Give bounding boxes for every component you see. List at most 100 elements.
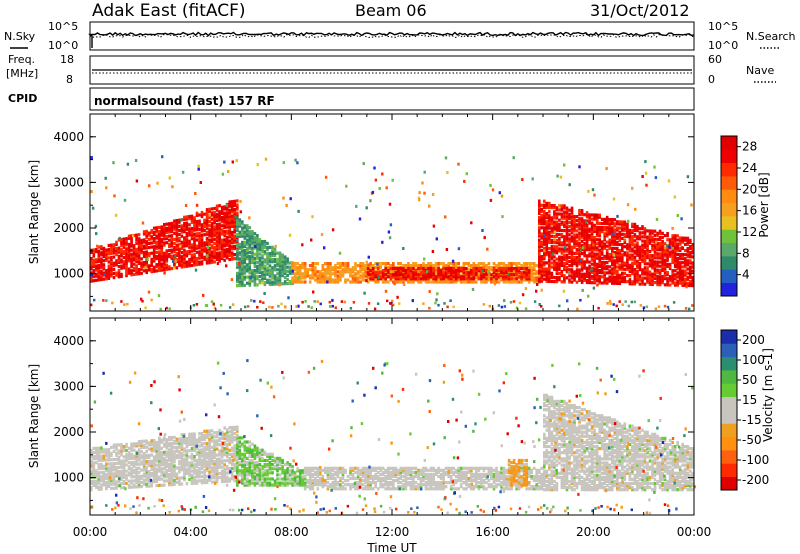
- echo-cell: [548, 234, 551, 238]
- echo-cell: [422, 264, 425, 268]
- echo-cell: [110, 243, 113, 247]
- echo-cell: [100, 275, 103, 280]
- echo-cell: [540, 213, 544, 218]
- echo-cell: [613, 275, 617, 279]
- echo-cell: [538, 259, 541, 263]
- echo-cell: [218, 230, 221, 234]
- echo-cell: [331, 268, 335, 272]
- echo-cell: [152, 467, 156, 471]
- echo-cell: [605, 220, 609, 224]
- echo-cell: [147, 245, 151, 250]
- echo-cell: [567, 270, 570, 274]
- echo-cell: [127, 457, 131, 461]
- echo-cell: [672, 301, 676, 304]
- echo-cell: [538, 228, 541, 232]
- echo-cell: [432, 277, 435, 281]
- echo-cell: [266, 252, 269, 256]
- echo-cell: [120, 445, 123, 449]
- echo-cell: [142, 439, 146, 443]
- echo-cell: [681, 261, 684, 265]
- echo-cell: [288, 281, 292, 286]
- echo-cell: [636, 247, 639, 251]
- echo-cell: [563, 278, 566, 282]
- echo-cell: [271, 258, 274, 262]
- echo-cell: [354, 272, 357, 276]
- echo-cell: [527, 275, 531, 279]
- echo-cell: [653, 252, 657, 256]
- echo-cell: [570, 218, 574, 223]
- echo-cell: [626, 273, 629, 278]
- echo-cell: [241, 263, 244, 267]
- echo-cell: [142, 466, 146, 470]
- echo-cell: [341, 272, 345, 276]
- echo-cell: [600, 228, 604, 232]
- echo-cell: [150, 257, 153, 261]
- echo-cell: [251, 248, 254, 252]
- echo-cell: [568, 245, 571, 249]
- echo-cell: [658, 283, 662, 287]
- echo-cell: [178, 237, 181, 241]
- echo-cell: [213, 229, 216, 233]
- echo-cell: [535, 289, 538, 293]
- echo-cell: [301, 300, 304, 304]
- echo-cell: [583, 272, 586, 276]
- echo-cell: [623, 222, 627, 226]
- echo-cell: [363, 291, 366, 295]
- echo-cell: [165, 440, 169, 444]
- echo-cell: [126, 162, 130, 166]
- echo-cell: [585, 227, 589, 231]
- echo-cell: [676, 273, 679, 277]
- echo-cell: [616, 259, 619, 263]
- echo-cell: [344, 278, 347, 282]
- echo-cell: [631, 222, 634, 226]
- echo-cell: [683, 238, 687, 242]
- echo-cell: [180, 461, 184, 466]
- echo-cell: [517, 267, 521, 271]
- echo-cell: [658, 260, 662, 264]
- echo-cell: [253, 256, 257, 260]
- cpid-mode: normalsound (fast) 157 RF: [94, 94, 275, 108]
- echo-cell: [683, 279, 687, 283]
- echo-cell: [160, 264, 164, 268]
- nsky-trace: [88, 31, 695, 48]
- echo-cell: [281, 282, 284, 286]
- echo-cell: [686, 175, 690, 179]
- echo-cell: [147, 241, 151, 245]
- echo-cell: [497, 275, 501, 279]
- echo-cell: [580, 235, 584, 239]
- echo-cell: [553, 263, 556, 267]
- echo-cell: [220, 220, 224, 224]
- echo-cell: [163, 227, 166, 231]
- echo-cell: [135, 237, 138, 241]
- echo-cell: [593, 252, 596, 256]
- echo-cell: [676, 248, 679, 252]
- echo-cell: [575, 272, 579, 276]
- echo-cell: [225, 221, 229, 225]
- echo-cell: [452, 280, 455, 284]
- echo-cell: [538, 274, 541, 278]
- echo-cell: [613, 232, 617, 236]
- echo-cell: [439, 273, 443, 277]
- echo-cell: [590, 227, 594, 231]
- echo-cell: [485, 264, 488, 268]
- echo-cell: [444, 278, 448, 282]
- echo-cell: [228, 243, 231, 247]
- echo-cell: [324, 270, 327, 274]
- echo-cell: [173, 241, 176, 246]
- echo-cell: [115, 480, 118, 484]
- echo-cell: [273, 278, 277, 282]
- echo-cell: [651, 280, 654, 284]
- echo-cell: [538, 218, 541, 222]
- echo-cell: [178, 449, 181, 453]
- echo-cell: [213, 306, 217, 310]
- echo-cell: [365, 279, 368, 283]
- echo-cell: [204, 304, 208, 307]
- echo-cell: [631, 224, 634, 228]
- echo-cell: [90, 265, 93, 269]
- echo-cell: [656, 280, 659, 285]
- echo-cell: [618, 265, 622, 269]
- echo-cell: [397, 269, 400, 273]
- echo-cell: [298, 270, 302, 274]
- echo-cell: [628, 241, 632, 245]
- echo-cell: [95, 471, 98, 475]
